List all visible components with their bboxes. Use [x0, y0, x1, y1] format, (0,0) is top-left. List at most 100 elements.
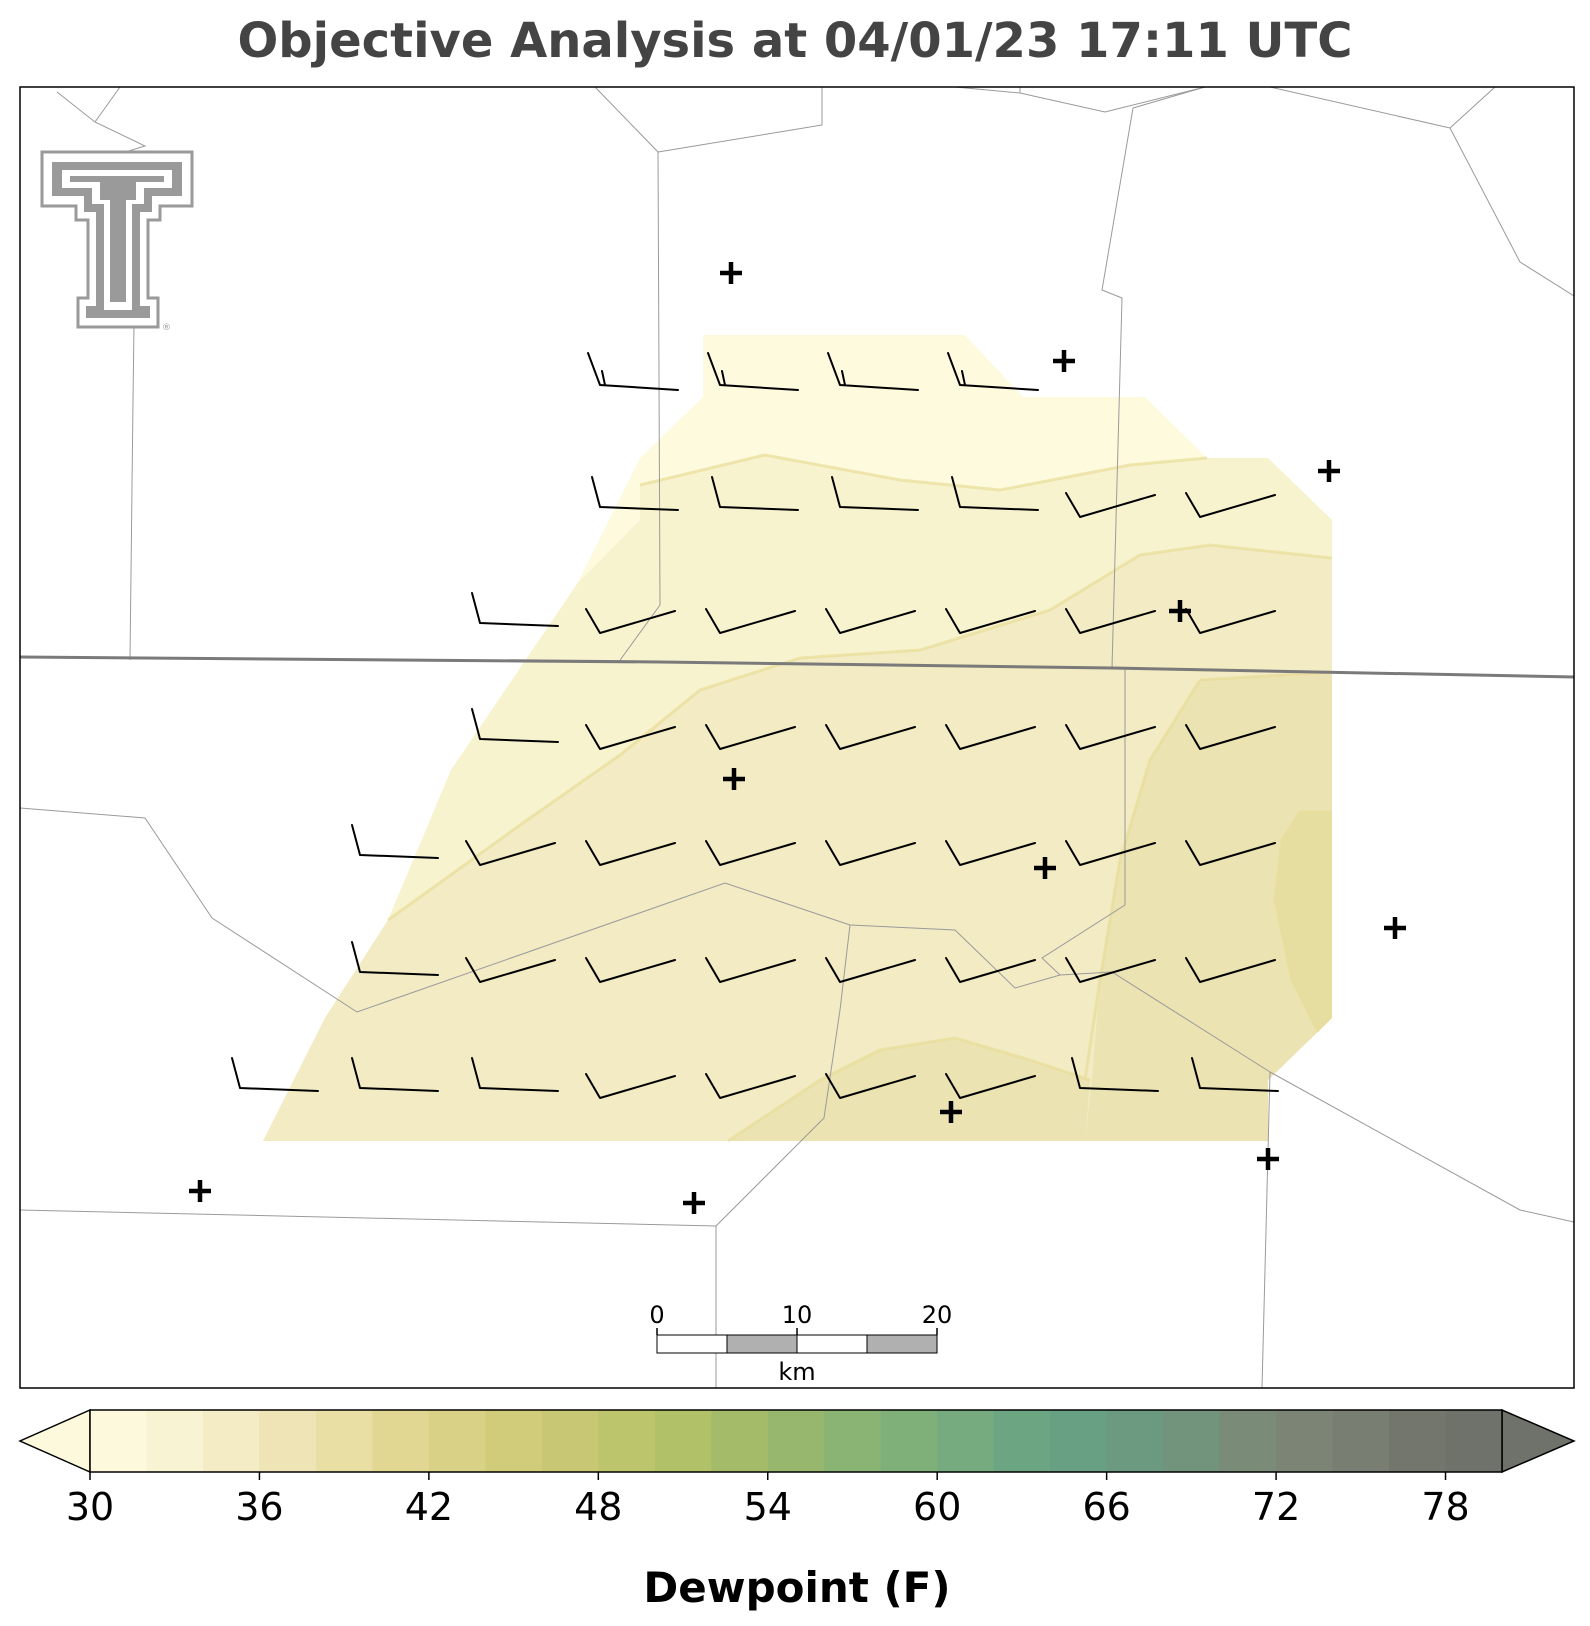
colorbar-cell [202, 1410, 260, 1472]
colorbar-cell [146, 1410, 204, 1472]
wind-barb [825, 1073, 916, 1099]
colorbar-cell [1389, 1410, 1447, 1472]
colorbar-cell [1219, 1410, 1277, 1472]
wind-barb [945, 840, 1036, 866]
dewpoint-fill-band-4 [1085, 672, 1332, 1141]
wind-barb [465, 957, 556, 983]
wind-barb [831, 476, 919, 511]
colorbar-cell [372, 1410, 430, 1472]
colorbar-cell [315, 1410, 373, 1472]
wind-barb [1185, 840, 1276, 866]
scale-tick-label: 20 [922, 1301, 953, 1329]
wind-barb [825, 724, 916, 750]
scale-tick-label: 10 [782, 1301, 813, 1329]
wind-barb [945, 724, 1036, 750]
wind-barb [1065, 840, 1156, 866]
wind-barb [1185, 957, 1276, 983]
scale-bar-segment [726, 1334, 798, 1354]
colorbar-extend-high [1501, 1408, 1576, 1474]
map-panel [20, 87, 1574, 1388]
colorbar-cell [1445, 1410, 1503, 1472]
wind-barb [711, 476, 799, 511]
wind-barb [705, 724, 796, 750]
dewpoint-fill-band-5 [1275, 812, 1332, 1032]
colorbar-cell [1106, 1410, 1164, 1472]
wind-barb [1185, 492, 1276, 518]
wind-barb [827, 352, 919, 391]
colorbar-tick-label: 30 [66, 1485, 114, 1529]
station-markers [189, 262, 1406, 1214]
wind-barb [585, 608, 676, 634]
wind-barb [471, 592, 559, 627]
colorbar-cell [598, 1410, 656, 1472]
colorbar-label: Dewpoint (F) [643, 1563, 950, 1612]
station-marker [1053, 350, 1075, 372]
wind-barb [1065, 608, 1156, 634]
colorbar: 30 36 42 48 54 60 66 72 78 Dewpoint (F) [18, 1408, 1576, 1612]
dewpoint-fill-band-3 [263, 545, 1332, 1141]
station-marker [1318, 460, 1340, 482]
wind-barb [705, 840, 796, 866]
logo-registered-mark: ® [162, 323, 171, 333]
colorbar-cell [1050, 1410, 1108, 1472]
colorbar-tick-label: 54 [744, 1485, 792, 1529]
wind-barb [351, 824, 439, 859]
wind-barb [471, 1057, 559, 1092]
wind-barb [585, 957, 676, 983]
wind-barb [465, 840, 556, 866]
colorbar-tick-label: 42 [405, 1485, 453, 1529]
wind-barb [951, 476, 1039, 511]
station-marker [1257, 1148, 1279, 1170]
scale-tick-label: 0 [649, 1301, 664, 1329]
colorbar-cell [1276, 1410, 1334, 1472]
station-marker [1384, 917, 1406, 939]
colorbar-tick-label: 36 [235, 1485, 283, 1529]
colorbar-frame [89, 1409, 1503, 1473]
wind-barbs [231, 352, 1279, 1099]
wind-barb [825, 840, 916, 866]
dewpoint-contours [387, 453, 1333, 1143]
wind-barb [707, 352, 799, 391]
colorbar-cell [428, 1410, 486, 1472]
scale-bar: 0 10 20 km [649, 1301, 952, 1386]
colorbar-cell [541, 1410, 599, 1472]
wind-barb [705, 1073, 796, 1099]
wind-barb [1191, 1057, 1279, 1092]
wind-barb [351, 941, 439, 976]
colorbar-cell [1163, 1410, 1221, 1472]
colorbar-cell [880, 1410, 938, 1472]
wind-barb [945, 957, 1036, 983]
colorbar-tick-label: 66 [1082, 1485, 1130, 1529]
wind-barb [471, 708, 559, 743]
wind-barb [947, 352, 1039, 391]
station-marker [720, 262, 742, 284]
dewpoint-fill-band-4b [728, 1038, 1090, 1141]
wind-barb [945, 608, 1036, 634]
wind-barb [1071, 1057, 1159, 1092]
station-marker [723, 768, 745, 790]
scale-bar-segment [866, 1334, 938, 1354]
station-marker [940, 1101, 962, 1123]
colorbar-cell [993, 1410, 1051, 1472]
map-frame [19, 86, 1575, 1389]
colorbar-cell [711, 1410, 769, 1472]
wind-barb [825, 957, 916, 983]
colorbar-cell [767, 1410, 825, 1472]
wind-barb [1065, 492, 1156, 518]
scale-bar-segment [796, 1334, 868, 1354]
colorbar-tick-label: 78 [1421, 1485, 1469, 1529]
wind-barb [585, 840, 676, 866]
scale-bar-segment [656, 1334, 728, 1354]
wind-barb [585, 724, 676, 750]
station-marker [189, 1180, 211, 1202]
dewpoint-field [263, 335, 1333, 1143]
colorbar-tick-label: 48 [574, 1485, 622, 1529]
station-marker [683, 1192, 705, 1214]
wind-barb [587, 352, 679, 391]
wind-barb [1185, 724, 1276, 750]
colorbar-cell [654, 1410, 712, 1472]
wind-barb [825, 608, 916, 634]
colorbar-cell [824, 1410, 882, 1472]
wind-barb [1065, 957, 1156, 983]
